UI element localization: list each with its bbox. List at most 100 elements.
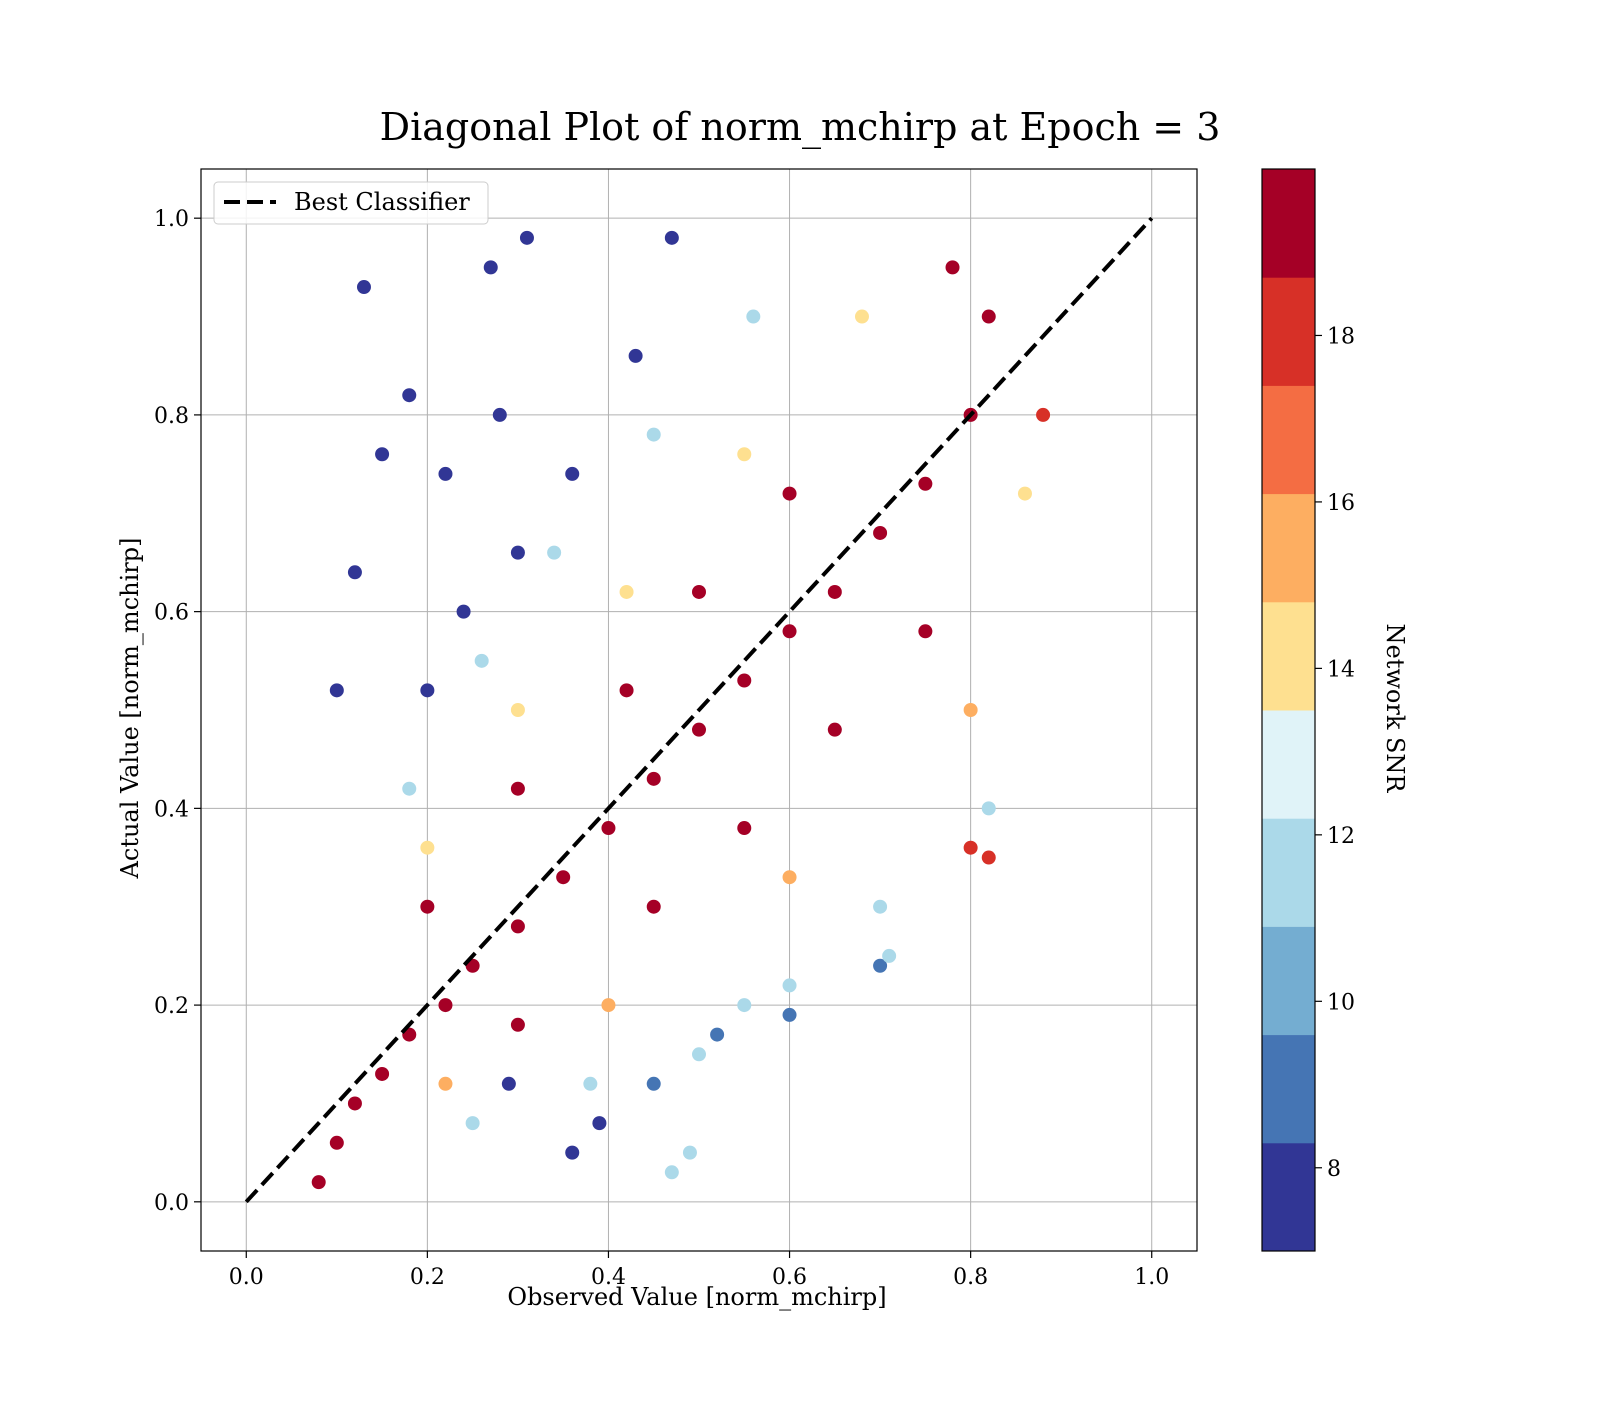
scatter-point [1036,407,1051,422]
scatter-point [737,998,752,1013]
scatter-point [501,1076,516,1091]
y-tick-label: 0.6 [154,601,189,626]
scatter-point [918,476,933,491]
y-tick-label: 0.0 [154,1191,189,1216]
legend-box [213,181,489,225]
scatter-point [619,584,634,599]
x-tick-label: 0.8 [953,1265,988,1290]
scatter-point [375,1066,390,1081]
scatter-point [402,388,417,403]
scatter-point [682,1145,697,1160]
colorbar-segment [1262,818,1315,927]
colorbar-tick-label: 10 [1327,990,1355,1015]
scatter-point [981,801,996,816]
scatter-point [565,466,580,481]
scatter-point [420,840,435,855]
scatter-point [311,1175,326,1190]
scatter-point [692,1047,706,1062]
scatter-point [519,230,534,245]
plot-frame [200,168,1198,1252]
scatter-point [547,545,562,560]
scatter-point [782,486,797,501]
scatter-point [375,447,390,462]
scatter-point [465,1116,480,1131]
scatter-point [510,781,525,796]
scatter-point [510,703,525,717]
scatter-point [565,1145,580,1160]
scatter-point [438,466,453,481]
scatter-point [628,348,643,363]
scatter-point [646,899,661,914]
scatter-point [710,1027,725,1042]
colorbar-segment [1262,1034,1315,1144]
y-tick-label: 0.8 [154,404,189,429]
scatter-point [737,447,752,462]
scatter-point [664,230,679,245]
x-tick-label: 0.0 [229,1265,264,1290]
scatter-point [664,1165,679,1180]
colorbar-segment [1262,601,1315,711]
scatter-point [601,821,616,836]
colorbar-tick-label: 18 [1327,324,1355,349]
scatter-point [746,309,761,324]
scatter-point [737,821,752,836]
scatter-point [510,919,525,934]
scatter-point [592,1116,607,1131]
scatter-point [873,958,888,973]
scatter-point [420,899,435,914]
x-axis-label: Observed Value [norm_mchirp] [507,1283,886,1311]
scatter-point [963,840,978,855]
colorbar-segment [1262,1142,1315,1252]
scatter-point [347,565,362,580]
colorbar-label: Network SNR [1381,624,1409,794]
colorbar-frame [1261,168,1316,1252]
colorbar-tick-label: 8 [1327,1157,1341,1182]
scatter-point [347,1096,362,1111]
x-tick-label: 0.4 [591,1265,626,1290]
scatter-point [619,683,634,698]
scatter-point [918,624,933,639]
legend-entry-label: Best Classifier [294,188,470,216]
colorbar-tick-label: 12 [1327,824,1355,849]
scatter-point [873,525,888,540]
colorbar-segment [1262,710,1315,819]
scatter-point [646,771,661,786]
colorbar-tick-label: 14 [1327,657,1355,682]
scatter-point [483,260,498,275]
colorbar-segment [1262,277,1315,386]
scatter-point [782,1007,797,1022]
scatter-point [782,978,797,993]
scatter-point [737,673,752,688]
scatter-point [692,722,706,737]
scatter-point [782,624,797,639]
scatter-point [882,948,897,963]
scatter-point [646,1076,661,1091]
colorbar-segment [1262,385,1315,495]
x-tick-label: 0.2 [410,1265,445,1290]
scatter-point [981,309,996,324]
x-tick-label: 1.0 [1134,1265,1169,1290]
y-tick-label: 0.4 [154,797,189,822]
scatter-point [329,1135,344,1150]
x-tick-label: 0.6 [772,1265,807,1290]
scatter-point [782,870,797,885]
scatter-point [402,781,417,796]
y-tick-label: 0.2 [154,994,189,1019]
scatter-point [329,683,344,698]
best-classifier-line [244,216,1154,1204]
scatter-point [510,1017,525,1032]
scatter-point [556,870,571,885]
scatter-point [827,722,842,737]
scatter-point [438,1076,453,1091]
scatter-point [583,1076,598,1091]
colorbar-segment [1262,169,1315,278]
colorbar-segment [1262,493,1315,603]
scatter-point [646,427,661,442]
scatter-point [854,309,869,324]
chart-title: Diagonal Plot of norm_mchirp at Epoch = … [380,105,1221,150]
scatter-point [873,899,888,914]
scatter-point [510,545,525,560]
scatter-point [945,260,960,275]
